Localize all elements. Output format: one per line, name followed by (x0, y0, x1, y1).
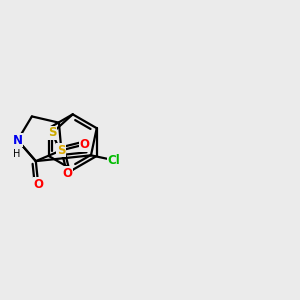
Text: S: S (48, 126, 56, 140)
Text: O: O (62, 167, 72, 180)
Text: Cl: Cl (108, 154, 120, 167)
Text: O: O (33, 178, 43, 191)
Text: N: N (13, 134, 22, 147)
Text: O: O (79, 138, 89, 151)
Text: S: S (57, 144, 66, 157)
Text: H: H (13, 149, 20, 159)
